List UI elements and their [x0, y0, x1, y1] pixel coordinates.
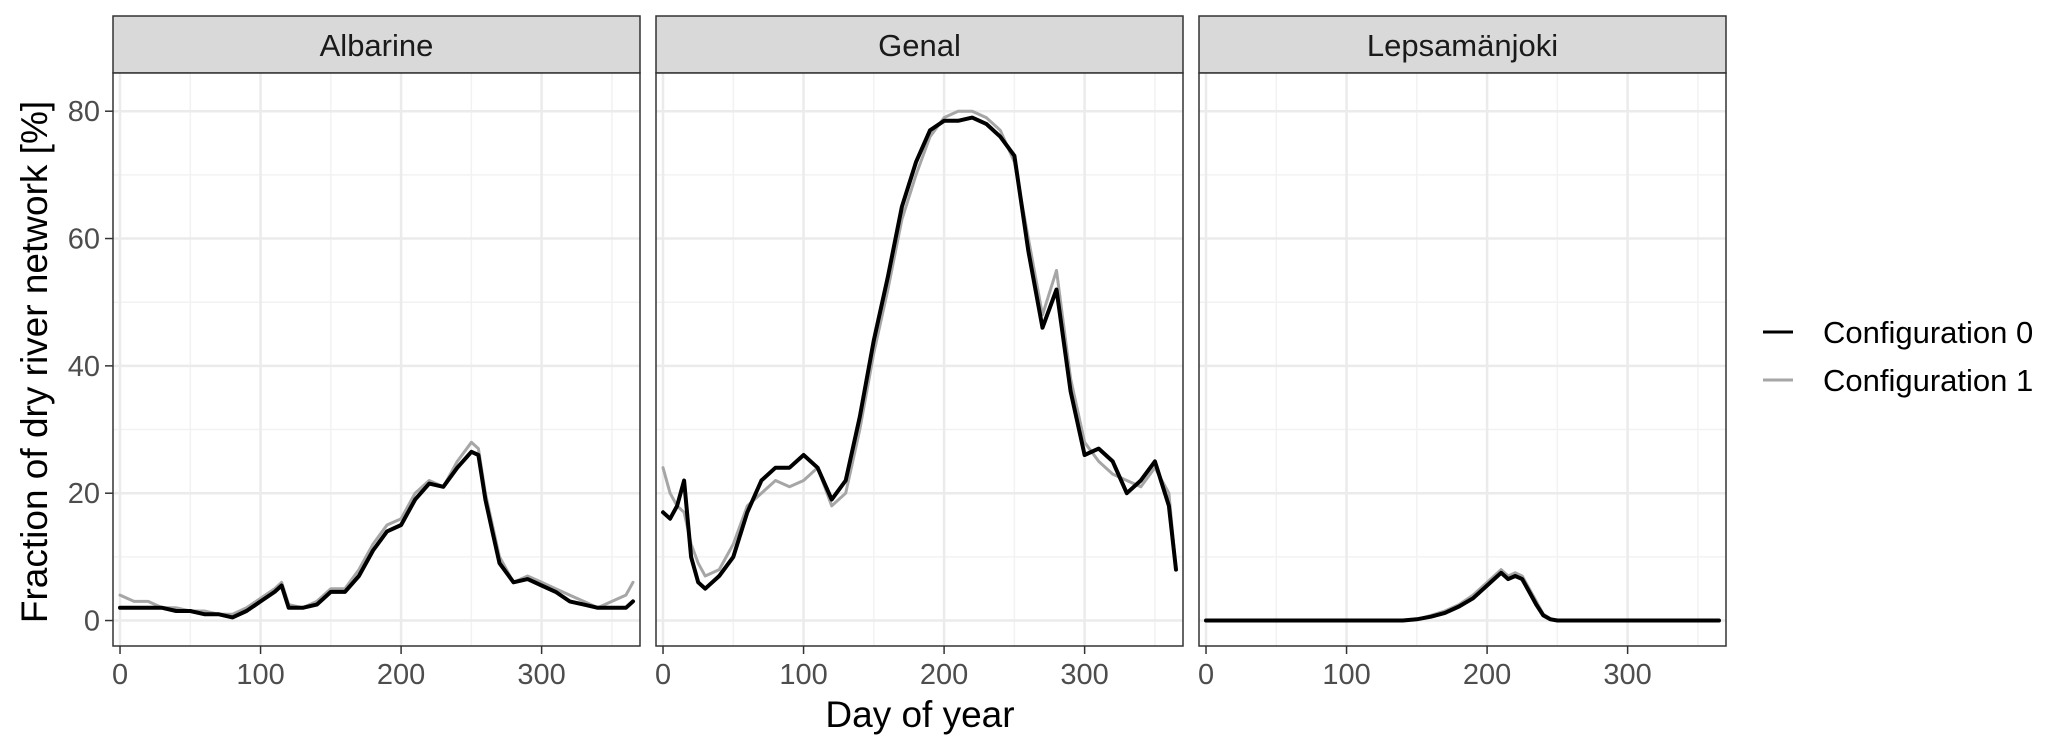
- y-tick-label: 0: [84, 606, 100, 638]
- facet-title-genal: Genal: [878, 28, 961, 63]
- series-line-configuration-0-albarine: [118, 449, 635, 620]
- legend-label-configuration-1: Configuration 1: [1823, 363, 2033, 398]
- series-line-configuration-0-lepsamanjoki: [1204, 570, 1721, 623]
- x-tick-label: 200: [377, 659, 425, 691]
- x-tick-label: 300: [1060, 659, 1108, 691]
- x-tick-label: 100: [779, 659, 827, 691]
- plot-background-albarine: [113, 73, 640, 646]
- series-line-configuration-1-genal: [661, 109, 1178, 578]
- series-line-configuration-0-genal: [661, 115, 1178, 591]
- panel-border-lepsamanjoki: [1198, 72, 1727, 647]
- panel-genal: Genal 0 100 200 300: [655, 15, 1184, 691]
- y-tick-label: 80: [68, 96, 100, 128]
- x-axis-label: Day of year: [825, 694, 1014, 735]
- facet-strip-lepsamanjoki: [1198, 15, 1727, 74]
- panel-lepsamanjoki: Lepsamänjoki 0 100 200 300: [1198, 15, 1727, 691]
- x-tick-label: 300: [517, 659, 565, 691]
- panel-albarine: Albarine 0 100 200 300 0 20 40 60 80: [68, 15, 641, 691]
- x-tick-label: 200: [1463, 659, 1511, 691]
- y-axis-label: Fraction of dry river network [%]: [14, 101, 55, 623]
- y-tick-label: 40: [68, 351, 100, 383]
- facet-strip-albarine: [112, 15, 641, 74]
- facet-title-lepsamanjoki: Lepsamänjoki: [1367, 28, 1558, 63]
- x-tick-label: 100: [1322, 659, 1370, 691]
- facet-title-albarine: Albarine: [320, 28, 434, 63]
- y-tick-label: 60: [68, 224, 100, 256]
- panel-border-genal: [655, 72, 1184, 647]
- y-tick-label: 20: [68, 478, 100, 510]
- x-tick-label: 0: [112, 659, 128, 691]
- chart-panels: Albarine 0 100 200 300 0 20 40 60 80 Genal 0 100 200 3…: [68, 15, 1727, 691]
- plot-background-lepsamanjoki: [1199, 73, 1726, 646]
- x-tick-label: 0: [655, 659, 671, 691]
- panel-border-albarine: [112, 72, 641, 647]
- x-tick-label: 200: [920, 659, 968, 691]
- x-tick-label: 300: [1603, 659, 1651, 691]
- legend-label-configuration-0: Configuration 0: [1823, 315, 2033, 350]
- x-tick-label: 0: [1198, 659, 1214, 691]
- x-tick-label: 100: [236, 659, 284, 691]
- legend: Configuration 0 Configuration 1: [1763, 315, 2033, 398]
